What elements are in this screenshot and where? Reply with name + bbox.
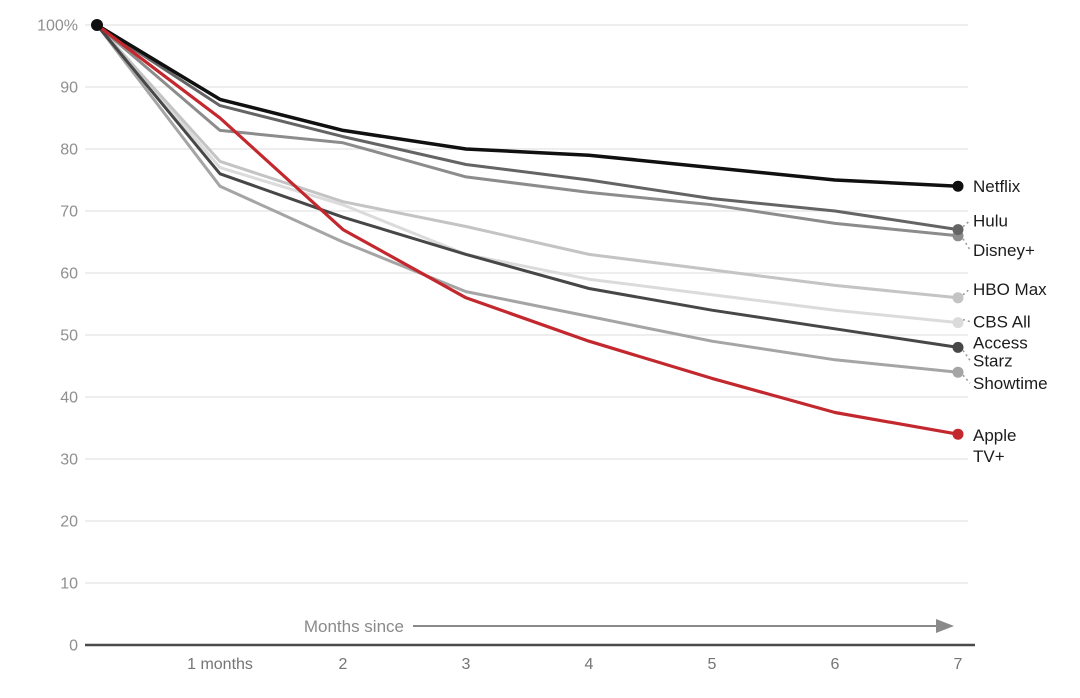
endpoint-dot-netflix (952, 180, 964, 192)
x-axis-annotation: Months since (304, 617, 404, 636)
y-tick-label-100: 100% (37, 18, 78, 35)
y-tick-label-40: 40 (60, 390, 78, 407)
y-tick-label-80: 80 (60, 142, 78, 159)
series-line-apple-tv- (95, 23, 960, 436)
series-label-apple-tv-: Apple (973, 426, 1016, 445)
series-label-hbo-max: HBO Max (973, 280, 1047, 299)
endpoint-dot-hulu (952, 224, 964, 236)
series-line-showtime (95, 23, 960, 374)
series-label-apple-tv-: TV+ (973, 447, 1005, 466)
y-tick-label-50: 50 (60, 328, 78, 345)
endpoint-dot-hbo-max (952, 292, 964, 304)
series-line-disney- (95, 23, 960, 238)
x-tick-label-1: 1 months (187, 656, 253, 673)
leader-line-hulu (962, 219, 971, 228)
series-label-starz: Starz (973, 351, 1013, 370)
x-tick-label-5: 5 (708, 656, 717, 673)
x-tick-label-2: 2 (339, 656, 348, 673)
right-arrow-icon (936, 619, 954, 633)
series-line-netflix (95, 23, 960, 188)
endpoint-dot-cbs-all-access (952, 317, 964, 329)
endpoint-dot-showtime (952, 366, 964, 378)
series-label-cbs-all-access: Access (973, 334, 1028, 353)
y-tick-label-10: 10 (60, 576, 78, 593)
x-tick-label-3: 3 (462, 656, 471, 673)
endpoint-dot-starz (952, 341, 964, 353)
series-label-cbs-all-access: CBS All (973, 313, 1031, 332)
series-label-showtime: Showtime (973, 374, 1048, 393)
series-label-hulu: Hulu (973, 212, 1008, 231)
start-point-dot (91, 19, 103, 31)
x-tick-label-4: 4 (585, 656, 594, 673)
leader-line-cbs-all-access (962, 318, 971, 323)
y-tick-label-20: 20 (60, 514, 78, 531)
y-tick-label-90: 90 (60, 80, 78, 97)
series-label-netflix: Netflix (973, 177, 1021, 196)
series-line-starz (95, 23, 960, 349)
x-tick-label-7: 7 (954, 656, 963, 673)
series-line-hulu (95, 23, 960, 232)
y-tick-label-70: 70 (60, 204, 78, 221)
leader-line-showtime (962, 374, 971, 384)
endpoint-dot-apple-tv- (952, 428, 964, 440)
leader-line-disney- (962, 238, 971, 251)
series-label-disney-: Disney+ (973, 241, 1035, 260)
series-line-hbo-max (95, 23, 960, 300)
y-tick-label-0: 0 (69, 638, 78, 655)
leader-line-starz (962, 349, 971, 361)
x-tick-label-6: 6 (831, 656, 840, 673)
series-line-cbs-all-access (95, 23, 960, 325)
leader-line-hbo-max (962, 288, 971, 296)
y-tick-label-60: 60 (60, 266, 78, 283)
y-tick-label-30: 30 (60, 452, 78, 469)
